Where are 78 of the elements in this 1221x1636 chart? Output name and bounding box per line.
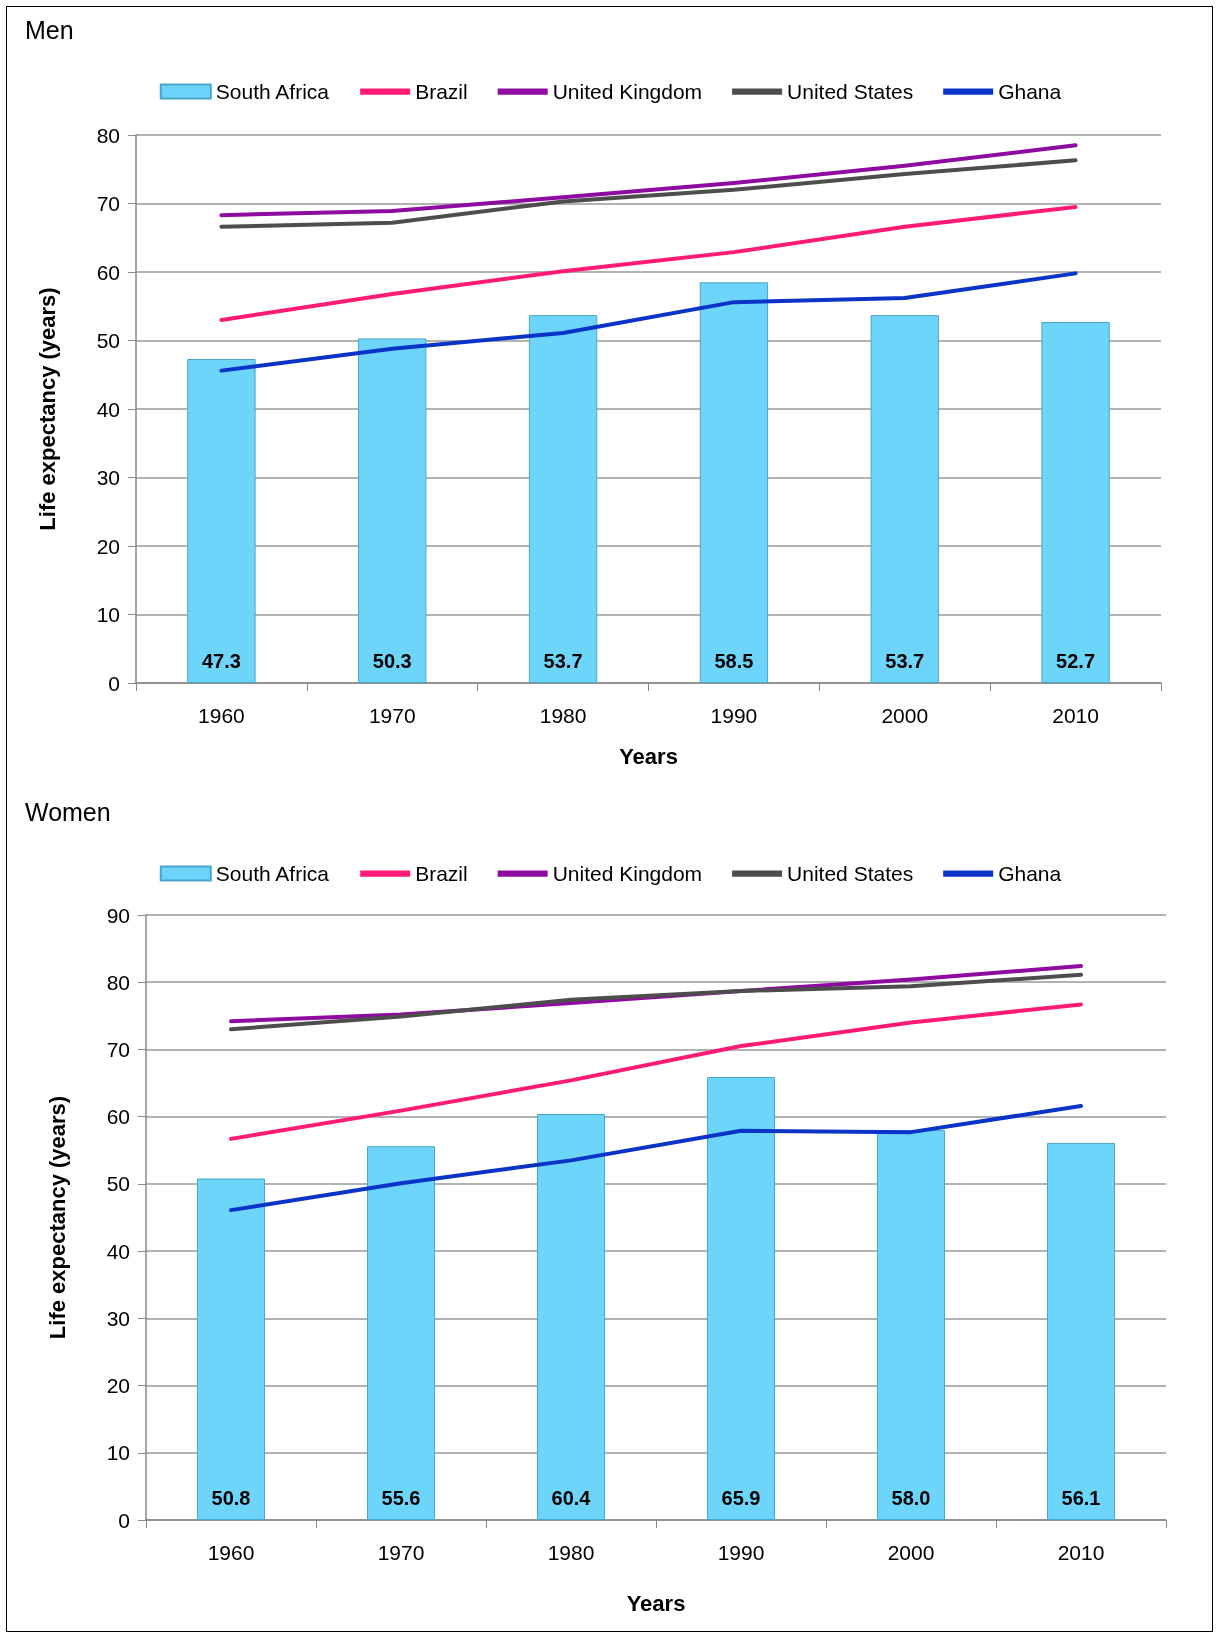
line-series (219, 271, 1078, 373)
x-tick-label: 2010 (1052, 704, 1099, 727)
x-tick-label: 1980 (539, 704, 587, 727)
bar (187, 359, 256, 683)
chart-title: Men (25, 15, 74, 44)
y-axis-title: Life expectancy (years) (34, 287, 60, 531)
legend-label: United Kingdom (552, 862, 703, 885)
bar (197, 1178, 265, 1520)
x-tick-label: 2010 (1057, 1541, 1105, 1564)
y-tick-label: 20 (96, 534, 120, 558)
y-tick-label: 80 (96, 123, 120, 147)
line-series (219, 158, 1078, 229)
legend-label: Brazil (415, 80, 468, 103)
x-tick-label: 2000 (881, 704, 929, 727)
data-label: 47.3 (201, 650, 241, 672)
bar (870, 315, 939, 683)
y-tick-label: 20 (106, 1374, 130, 1398)
y-tick-label: 30 (96, 466, 120, 489)
x-tick-label: 1990 (717, 1541, 765, 1564)
bar (699, 282, 769, 683)
y-tick-label: 50 (96, 329, 120, 352)
bar (367, 1146, 435, 1520)
data-label: 55.6 (381, 1487, 421, 1509)
line-series (229, 1103, 1083, 1213)
y-tick-label: 10 (96, 603, 120, 626)
bar (877, 1130, 945, 1520)
y-tick-label: 40 (96, 397, 120, 421)
x-tick-label: 2000 (887, 1541, 935, 1564)
data-label: 53.7 (543, 650, 583, 672)
x-axis-title: Years (626, 1590, 686, 1616)
bar (1041, 322, 1110, 683)
legend-label: Brazil (415, 862, 468, 885)
line-series (219, 143, 1078, 218)
data-label: 52.7 (1056, 650, 1096, 672)
data-label: 50.3 (372, 650, 412, 672)
data-label: 53.7 (885, 650, 925, 672)
x-tick-label: 1960 (207, 1541, 255, 1564)
data-label: 58.5 (714, 650, 754, 672)
y-tick-label: 0 (118, 1508, 130, 1532)
y-tick-label: 40 (106, 1239, 130, 1263)
bar (1047, 1142, 1115, 1520)
x-tick-label: 1970 (368, 704, 416, 727)
x-axis-title: Years (619, 743, 678, 769)
x-tick-label: 1970 (377, 1541, 425, 1564)
data-label: 58.0 (891, 1487, 931, 1509)
legend-label: United States (787, 80, 914, 103)
bar (528, 315, 598, 683)
x-tick-label: 1960 (198, 704, 245, 727)
y-tick-label: 60 (106, 1105, 130, 1129)
y-tick-label: 30 (106, 1306, 130, 1330)
data-label: 50.8 (211, 1487, 251, 1509)
legend-label: United Kingdom (552, 80, 703, 103)
legend-label: South Africa (215, 862, 330, 885)
y-tick-label: 80 (106, 970, 130, 994)
line-series (229, 1002, 1083, 1141)
x-tick-label: 1980 (547, 1541, 595, 1564)
chart-title: Women (25, 797, 111, 826)
x-tick-label: 1990 (710, 704, 758, 727)
y-tick-label: 50 (106, 1172, 130, 1196)
line-series (229, 972, 1083, 1032)
line-series (219, 204, 1078, 322)
data-label: 60.4 (551, 1487, 592, 1509)
legend-label: Ghana (998, 862, 1062, 885)
bar (358, 338, 427, 683)
legend-label: Ghana (998, 80, 1062, 103)
y-axis-title: Life expectancy (years) (44, 1095, 70, 1340)
bar (707, 1077, 775, 1520)
y-tick-label: 90 (106, 903, 130, 927)
legend-label: United States (787, 862, 914, 885)
bar (537, 1113, 605, 1520)
legend-label: South Africa (215, 80, 330, 103)
data-label: 56.1 (1061, 1487, 1101, 1509)
y-tick-label: 0 (108, 671, 120, 695)
y-tick-label: 10 (106, 1441, 130, 1465)
y-tick-label: 70 (96, 192, 120, 215)
y-tick-label: 70 (106, 1037, 130, 1061)
data-label: 65.9 (721, 1487, 761, 1509)
y-tick-label: 60 (96, 260, 120, 284)
